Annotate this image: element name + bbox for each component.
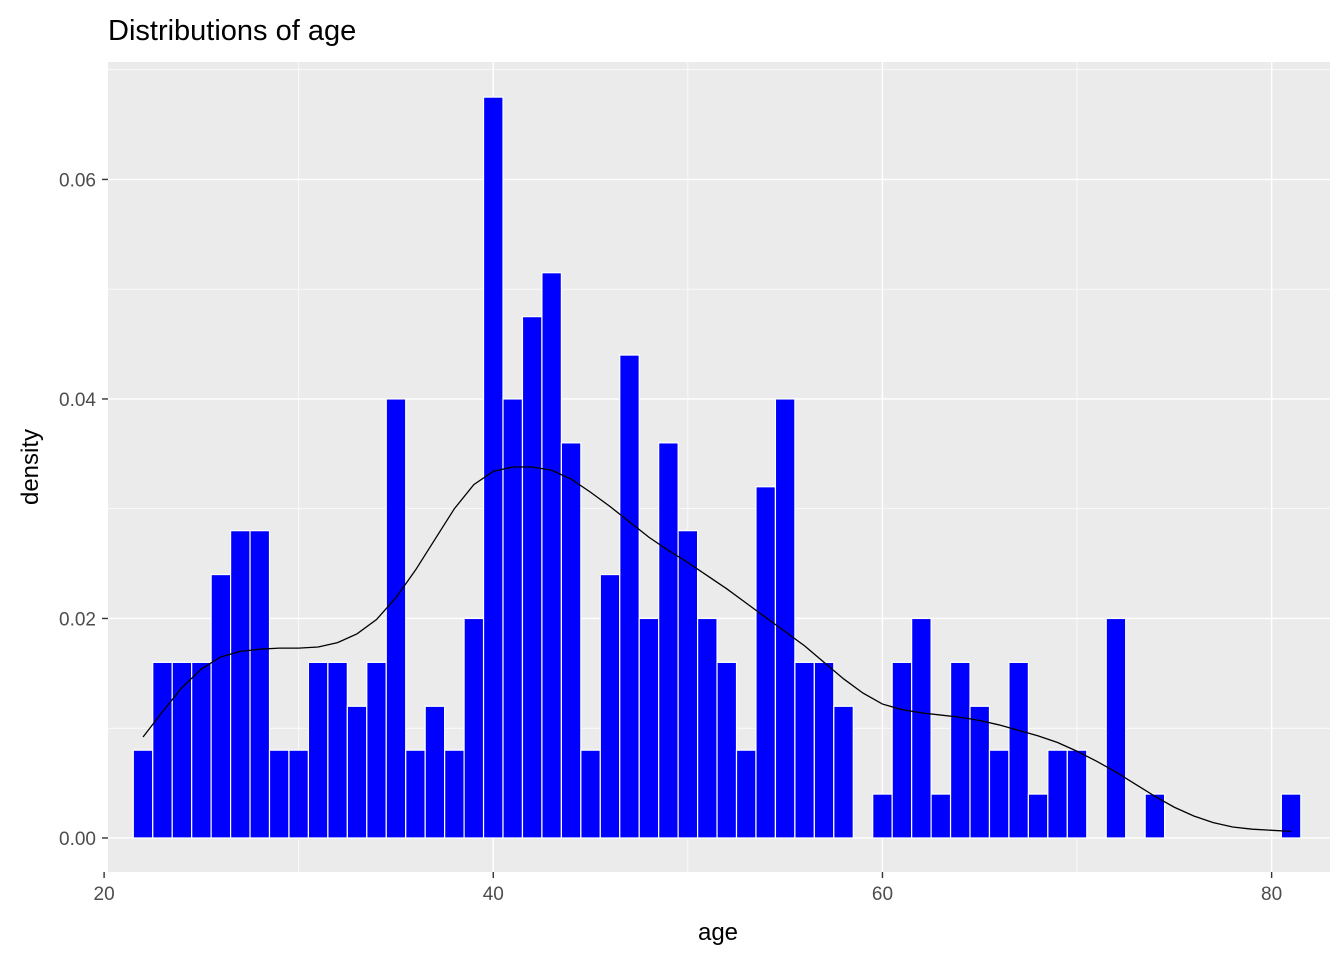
histogram-bar [171, 661, 193, 839]
histogram-bar [482, 96, 504, 839]
histogram-bar [1047, 749, 1068, 839]
histogram-bar [696, 617, 718, 839]
histogram-bar [463, 617, 485, 839]
histogram-bar [307, 661, 329, 839]
histogram-bar [560, 442, 582, 839]
histogram-bar [191, 661, 212, 839]
y-tick-label: 0.00 [59, 829, 96, 850]
histogram-bar [755, 486, 777, 839]
x-tick-label: 20 [94, 884, 115, 905]
histogram-bars [132, 96, 1302, 839]
histogram-bar [735, 749, 757, 839]
histogram-bar [813, 661, 835, 839]
histogram-bar [1008, 661, 1029, 839]
y-axis: 0.00 0.02 0.04 0.06 [59, 170, 108, 850]
histogram-bar [229, 530, 251, 839]
y-axis-title: density [17, 429, 44, 505]
y-tick-label: 0.06 [59, 170, 96, 191]
histogram-bar [132, 749, 154, 839]
histogram-bar [327, 661, 348, 839]
histogram-bar [891, 661, 913, 839]
histogram-bar [833, 705, 854, 839]
histogram-bar [638, 617, 660, 839]
histogram-bar [949, 661, 971, 839]
histogram-bar [210, 573, 232, 839]
histogram-bar [872, 793, 893, 839]
histogram-bar [1066, 749, 1088, 839]
histogram-bar [930, 793, 952, 839]
x-tick-label: 60 [872, 884, 893, 905]
chart-title: Distributions of age [108, 15, 356, 47]
histogram-bar [366, 661, 387, 839]
histogram-bar [988, 749, 1010, 839]
y-tick-label: 0.04 [59, 390, 96, 411]
histogram-bar [541, 272, 562, 839]
histogram-bar [716, 661, 738, 839]
histogram-bar [774, 398, 796, 839]
histogram-bar [1027, 793, 1049, 839]
histogram-bar [405, 749, 426, 839]
x-tick-label: 40 [483, 884, 504, 905]
histogram-bar [268, 749, 290, 839]
histogram-bar [502, 398, 524, 839]
histogram-bar [677, 530, 699, 839]
y-tick-label: 0.02 [59, 609, 96, 630]
histogram-bar [794, 661, 815, 839]
x-tick-label: 80 [1261, 884, 1282, 905]
histogram-bar [152, 661, 173, 839]
histogram-bar [619, 354, 640, 839]
histogram-bar [580, 749, 601, 839]
density-curve [142, 466, 1292, 833]
histogram-bar [1280, 793, 1302, 839]
histogram-bar [249, 530, 271, 839]
histogram-bar [658, 442, 679, 839]
histogram-bar [911, 617, 932, 839]
histogram-bar [385, 398, 407, 839]
histogram-bar [424, 705, 446, 839]
histogram-bar [599, 573, 621, 839]
histogram-bar [521, 316, 543, 839]
x-axis: 20 40 60 80 [94, 872, 1282, 905]
histogram-bar [1144, 793, 1166, 839]
histogram-bar [288, 749, 310, 839]
histogram-bar [346, 705, 368, 839]
histogram-bar [969, 705, 991, 839]
histogram-bar [1105, 617, 1127, 839]
histogram-bar [444, 749, 465, 839]
x-axis-title: age [698, 919, 738, 946]
